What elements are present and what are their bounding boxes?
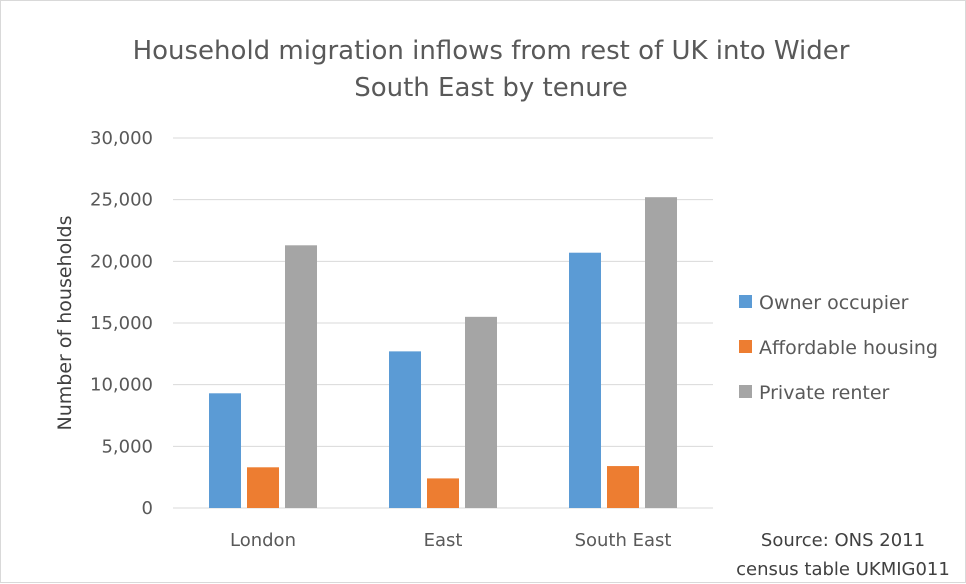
y-axis-ticks: 0 5,000 10,000 15,000 20,000 25,000 30,000 (90, 128, 153, 519)
x-category-label: London (230, 530, 296, 551)
bar-affordable-housing (607, 466, 639, 508)
y-axis-label: Number of households (54, 216, 76, 431)
legend-swatch (739, 385, 752, 398)
x-category-label: South East (575, 530, 672, 551)
bars (209, 197, 677, 509)
bar-affordable-housing (247, 467, 279, 508)
bar-private-renter (645, 197, 677, 508)
x-category-label: East (424, 530, 463, 551)
bar-owner-occupier (569, 252, 601, 508)
chart-title-line-1: Household migration inflows from rest of… (133, 36, 850, 66)
source-line-2: census table UKMIG011 (736, 559, 950, 580)
bar-owner-occupier (389, 351, 421, 508)
x-axis-categories: London East South East (230, 530, 671, 551)
bar-owner-occupier (209, 393, 241, 508)
y-tick-label: 20,000 (90, 251, 153, 272)
legend-label: Private renter (759, 382, 890, 404)
gridlines (173, 137, 713, 509)
bar-private-renter (465, 316, 497, 508)
legend-label: Owner occupier (759, 292, 909, 314)
chart-title-line-2: South East by tenure (354, 73, 628, 103)
y-tick-label: 30,000 (90, 128, 153, 149)
legend: Owner occupier Affordable housing Private … (739, 292, 938, 404)
legend-swatch (739, 340, 752, 353)
y-tick-label: 5,000 (101, 436, 153, 457)
source-line-1: Source: ONS 2011 (761, 530, 925, 551)
y-tick-label: 15,000 (90, 313, 153, 334)
bar-private-renter (285, 245, 317, 509)
y-tick-label: 10,000 (90, 375, 153, 396)
bar-affordable-housing (427, 478, 459, 508)
y-tick-label: 0 (142, 498, 153, 519)
y-tick-label: 25,000 (90, 190, 153, 211)
legend-label: Affordable housing (759, 337, 938, 359)
legend-swatch (739, 295, 752, 308)
